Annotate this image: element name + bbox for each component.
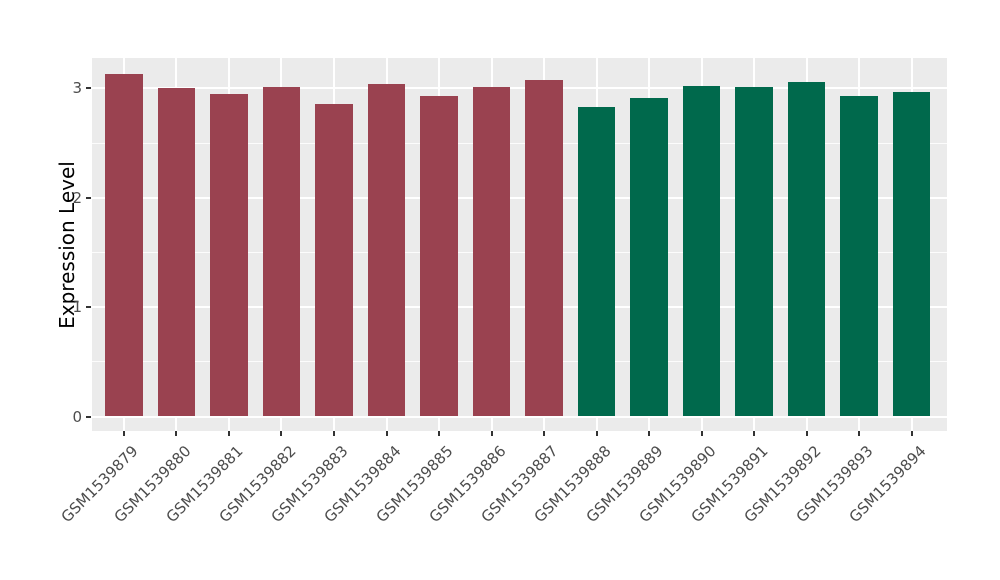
x-tick-mark-GSM1539893	[858, 431, 861, 436]
bar-GSM1539879	[105, 74, 143, 417]
y-tick-mark-0	[86, 415, 91, 418]
x-tick-mark-GSM1539887	[543, 431, 546, 436]
x-tick-mark-GSM1539884	[385, 431, 388, 436]
x-tick-mark-GSM1539889	[648, 431, 651, 436]
y-tick-mark-2	[86, 196, 91, 199]
bar-GSM1539886	[472, 87, 511, 417]
gridline-minor-y-0.5	[92, 361, 947, 363]
bar-GSM1539890	[682, 86, 721, 417]
bar-GSM1539893	[840, 95, 878, 417]
y-tick-label-0: 0	[72, 407, 82, 426]
x-tick-mark-GSM1539879	[122, 431, 125, 436]
bar-GSM1539880	[157, 88, 196, 417]
y-tick-label-3: 3	[72, 79, 82, 98]
bar-GSM1539882	[262, 87, 301, 417]
x-tick-mark-GSM1539882	[280, 431, 283, 436]
plot-panel	[92, 58, 947, 431]
bar-GSM1539887	[525, 79, 563, 417]
gridline-major-y-0	[92, 415, 947, 418]
gridline-major-y-3	[92, 87, 947, 90]
x-tick-mark-GSM1539881	[227, 431, 230, 436]
x-tick-mark-GSM1539885	[438, 431, 441, 436]
gridline-minor-y-2.5	[92, 142, 947, 144]
y-tick-mark-3	[86, 87, 91, 90]
x-tick-mark-GSM1539892	[805, 431, 808, 436]
x-tick-mark-GSM1539890	[700, 431, 703, 436]
bar-GSM1539889	[630, 98, 668, 417]
gridline-major-y-1	[92, 306, 947, 309]
bar-GSM1539894	[892, 91, 931, 417]
gridline-minor-y-1.5	[92, 251, 947, 253]
x-tick-mark-GSM1539880	[175, 431, 178, 436]
bar-GSM1539891	[735, 87, 773, 417]
bar-GSM1539883	[315, 103, 353, 417]
bar-GSM1539892	[787, 81, 826, 417]
x-tick-mark-GSM1539883	[332, 431, 335, 436]
bar-GSM1539884	[367, 83, 406, 417]
x-tick-mark-GSM1539894	[910, 431, 913, 436]
x-tick-mark-GSM1539886	[490, 431, 493, 436]
y-tick-label-1: 1	[72, 298, 82, 317]
y-tick-label-2: 2	[72, 188, 82, 207]
x-tick-mark-GSM1539891	[753, 431, 756, 436]
gridline-major-y-2	[92, 196, 947, 199]
x-tick-mark-GSM1539888	[595, 431, 598, 436]
bar-GSM1539885	[420, 95, 458, 417]
bar-GSM1539881	[210, 93, 248, 417]
y-tick-mark-1	[86, 306, 91, 309]
bar-GSM1539888	[577, 106, 616, 417]
